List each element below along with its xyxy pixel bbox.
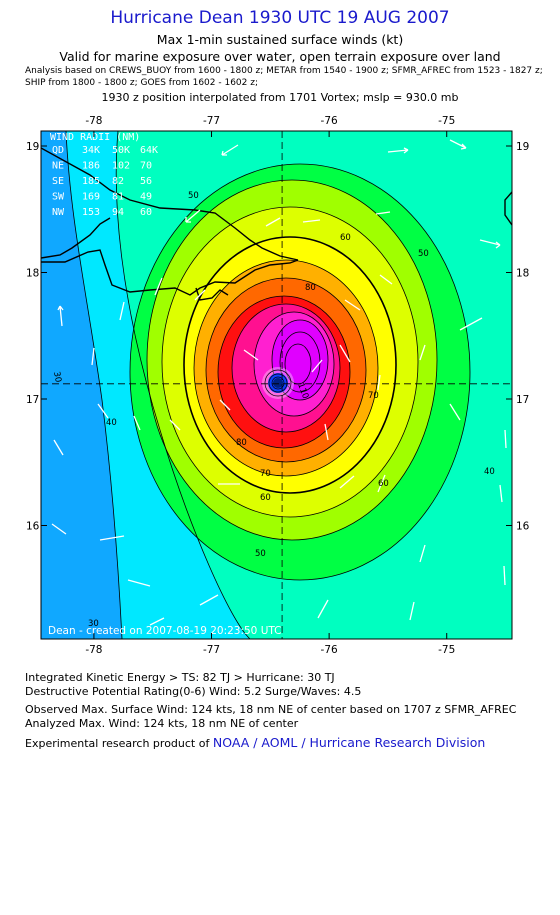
lat-tick-label-right: 18 [516,268,529,280]
ike-line: Integrated Kinetic Energy > TS: 82 TJ > … [25,671,335,684]
lon-tick-label-bottom: -77 [203,644,220,656]
valid-note: Valid for marine exposure over water, op… [59,49,501,64]
product-credit: Experimental research product of NOAA / … [25,735,485,750]
wind-radii-header-cell: 50K [112,145,130,156]
lon-tick-label-top: -77 [203,115,220,127]
lat-tick-label-left: 17 [26,394,39,406]
contour-label: 60 [340,233,351,243]
contour-label: 40 [106,418,117,428]
plot-frame [40,130,513,640]
contour-label: 50 [255,549,266,559]
page-subtitle: Max 1-min sustained surface winds (kt) [156,32,404,47]
analysis-line-2: SHIP from 1800 - 1800 z; GOES from 1602 … [25,78,259,88]
wind-radii-table: WIND RADII (NM) QD 34K 50K 64K NE 186 102 70 SE 1… [50,132,158,218]
wind-field-map: 30 30 40 40 50 50 50 60 60 60 70 70 80 8… [26,115,530,656]
wind-radii-cell: 102 [112,161,130,172]
lon-tick-label-bottom: -76 [321,644,338,656]
wind-radii-cell: SE [52,176,64,187]
wind-radii-title: WIND RADII (NM) [50,132,140,143]
wind-radii-cell: SW [52,192,65,203]
product-prefix: Experimental research product of [25,737,213,750]
observed-max-line: Observed Max. Surface Wind: 124 kts, 18 … [25,703,517,716]
contour-lines [65,131,471,639]
lat-tick-label-left: 18 [26,268,39,280]
center-crosshair [41,131,512,639]
contour-label: 60 [378,479,389,489]
lat-tick-label-right: 17 [516,394,529,406]
wind-radii-cell: 185 [82,176,100,187]
contour-label: 40 [484,467,495,477]
wind-radii-cell: 82 [112,176,124,187]
contour-label: 80 [305,283,316,293]
wind-radii-cell: NW [52,207,65,218]
wind-radii-cell: 49 [140,192,152,203]
wind-radii-cell: 70 [140,161,152,172]
contour-label: 80 [236,438,247,448]
lat-tick-label-right: 16 [516,521,530,533]
wind-radii-cell: 56 [140,176,152,187]
contour-label: 70 [368,391,379,401]
wind-vectors [51,139,507,626]
lon-tick-label-bottom: -78 [85,644,102,656]
page-title: Hurricane Dean 1930 UTC 19 AUG 2007 [110,8,450,28]
contour-label: 60 [260,493,271,503]
wind-radii-cell: 153 [82,207,100,218]
eye-core [273,378,283,388]
wind-radii-header-cell: 34K [82,145,100,156]
wind-radii-header-cell: QD [52,145,64,156]
contour-label: 30 [88,619,99,629]
hrd-link[interactable]: NOAA / AOML / Hurricane Research Divisio… [212,735,486,750]
wind-radii-header-cell: 64K [140,145,158,156]
dpr-line: Destructive Potential Rating(0-6) Wind: … [25,685,362,698]
wind-radii-cell: 60 [140,207,152,218]
eyewall [262,367,294,399]
lon-tick-label-top: -76 [321,115,338,127]
contour-labels: 30 30 40 40 50 50 50 60 60 60 70 70 80 8… [51,191,495,629]
analyzed-max-line: Analyzed Max. Wind: 124 kts, 18 nm NE of… [25,717,299,730]
wind-radii-cell: 169 [82,192,100,203]
position-note: 1930 z position interpolated from 1701 V… [101,91,459,104]
lon-tick-label-top: -75 [438,115,455,127]
axis-ticks [41,131,512,639]
lat-tick-label-left: 16 [26,521,40,533]
axis-tick-labels: -78 -78 -77 -77 -76 -76 -75 -75 19 19 18 18 17 17 16 16 [26,115,530,656]
lon-tick-label-bottom: -75 [438,644,455,656]
contour-label: 70 [260,469,271,479]
analysis-line-1: Analysis based on CREWS_BUOY from 1600 -… [25,66,543,76]
wind-radii-cell: 81 [112,192,124,203]
contour-label: 50 [188,191,199,201]
wind-radii-cell: 94 [112,207,124,218]
lon-tick-label-top: -78 [85,115,102,127]
contour-label: 50 [418,249,429,259]
lat-tick-label-right: 19 [516,141,529,153]
coastlines [41,147,512,301]
contour-label: 30 [51,371,63,383]
wind-contour-field: 30 30 40 40 50 50 50 60 60 60 70 70 80 8… [41,131,512,639]
wind-radii-cell: 186 [82,161,100,172]
lat-tick-label-left: 19 [26,141,39,153]
credit-text: Dean - created on 2007-08-19 20:23:50 UT… [48,625,282,637]
wind-radii-cell: NE [52,161,64,172]
